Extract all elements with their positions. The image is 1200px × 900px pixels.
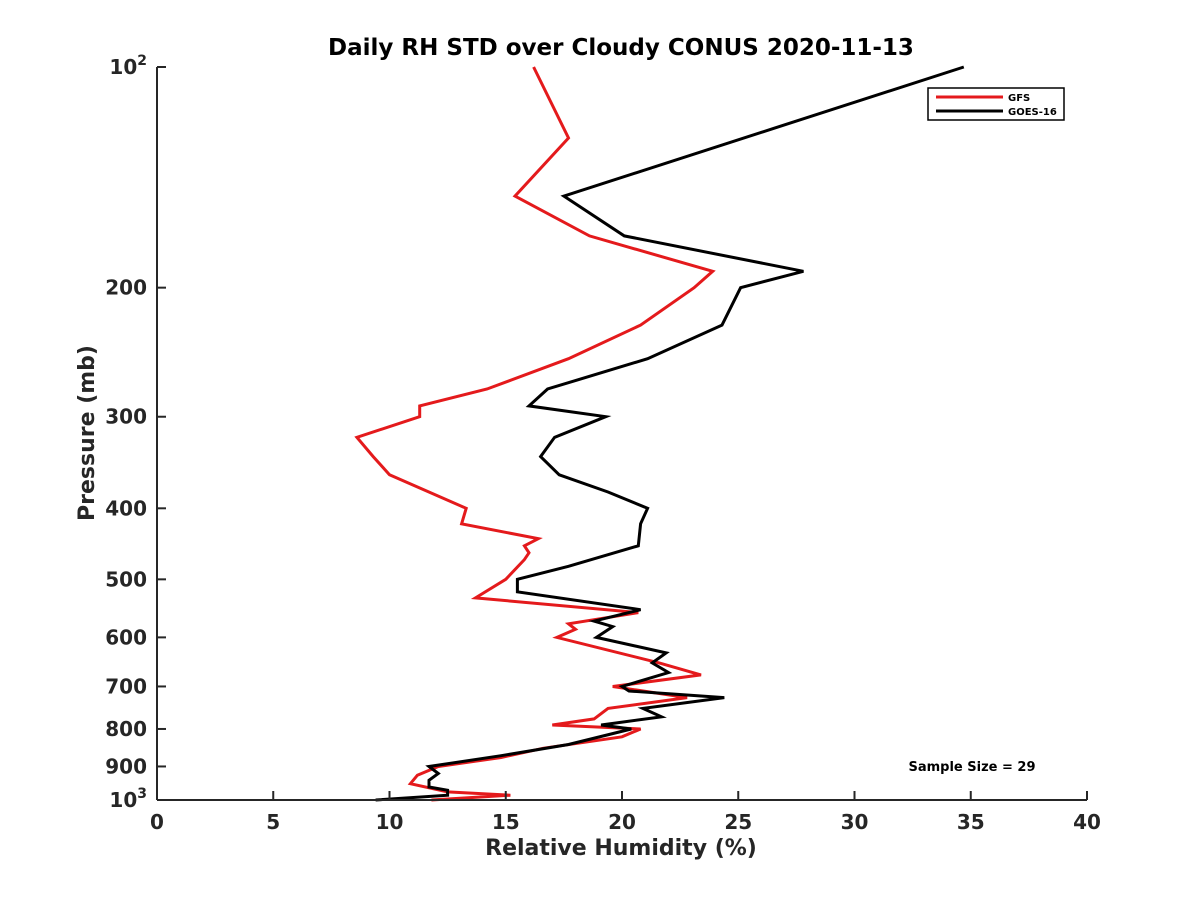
x-tick-label: 20	[608, 810, 636, 834]
y-tick-label: 300	[105, 405, 147, 429]
y-tick-label: 200	[105, 276, 147, 300]
x-tick-label: 30	[841, 810, 869, 834]
y-axis-title: Pressure (mb)	[75, 345, 100, 521]
series-line-goes16	[375, 65, 965, 802]
legend-label-goes16: GOES-16	[1008, 107, 1057, 118]
x-axis-title: Relative Humidity (%)	[485, 836, 757, 861]
x-tick-label: 35	[957, 810, 985, 834]
series-layer	[354, 65, 965, 802]
x-tick-label: 10	[376, 810, 404, 834]
legend: GFS GOES-16	[927, 87, 1065, 121]
y-tick-label: 103	[109, 786, 147, 812]
x-tick-label: 40	[1073, 810, 1101, 834]
legend-label-gfs: GFS	[1008, 93, 1030, 104]
y-ticks: 102 200 300 400 500 600 700 800 900 103	[105, 53, 166, 812]
y-tick-label: 400	[105, 496, 147, 520]
sample-size-annotation: Sample Size = 29	[908, 760, 1035, 775]
y-tick-label: 102	[109, 53, 147, 79]
y-tick-label: 600	[105, 625, 147, 649]
y-tick-label: 900	[105, 754, 147, 778]
x-ticks: 0 5 10 15 20 25 30 35 40	[150, 791, 1101, 834]
x-tick-label: 0	[150, 810, 164, 834]
legend-box	[927, 87, 1065, 121]
y-tick-label: 800	[105, 717, 147, 741]
x-tick-label: 25	[724, 810, 752, 834]
series-line-gfs	[354, 66, 716, 802]
x-tick-label: 15	[492, 810, 520, 834]
chart-title: Daily RH STD over Cloudy CONUS 2020-11-1…	[328, 35, 914, 61]
y-tick-label: 500	[105, 567, 147, 591]
x-tick-label: 5	[266, 810, 280, 834]
y-tick-label: 700	[105, 674, 147, 698]
